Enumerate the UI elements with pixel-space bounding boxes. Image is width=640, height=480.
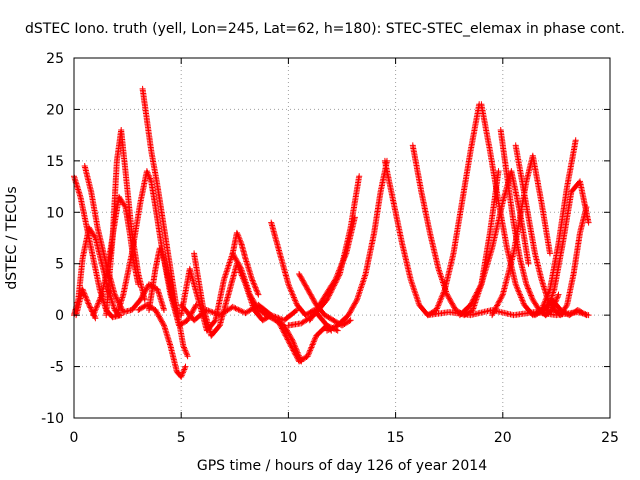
series-17	[296, 271, 354, 329]
series-20-markers	[324, 157, 390, 334]
plot-frame	[73, 57, 611, 419]
series-12-markers	[191, 250, 275, 339]
x-tick-label: 5	[177, 430, 186, 446]
series-27	[489, 152, 553, 319]
series-21-markers	[381, 101, 483, 319]
x-tick-label: 10	[279, 430, 297, 446]
y-tick-label: 5	[55, 257, 64, 273]
y-tick-labels: -10 -5 0 5 10 15 20 25	[41, 51, 64, 427]
series-16-markers	[274, 317, 341, 365]
x-tick-label: 15	[387, 430, 405, 446]
series-20	[324, 157, 390, 334]
series-8	[139, 85, 191, 360]
series-12	[191, 250, 275, 339]
series-13	[178, 301, 300, 324]
y-axis-label: dSTEC / TECUs	[4, 186, 20, 289]
y-tick-label: -5	[50, 360, 64, 376]
series-8-markers	[139, 85, 191, 360]
x-axis-label: GPS time / hours of day 126 of year 2014	[197, 458, 487, 474]
x-tick-label: 0	[70, 430, 79, 446]
series-6-markers	[103, 127, 148, 319]
y-tick-label: -10	[41, 411, 64, 427]
series-19	[306, 214, 358, 324]
series-6	[103, 127, 148, 319]
series-10	[146, 245, 180, 319]
x-tick-labels: 0 5 10 15 20 25	[70, 430, 619, 446]
series-15-markers	[268, 219, 335, 334]
y-tick-label: 10	[46, 205, 64, 221]
data-marks	[71, 85, 592, 380]
series-17-markers	[296, 271, 354, 329]
series-13-markers	[178, 301, 300, 324]
series-30	[424, 307, 592, 319]
x-tick-label: 25	[601, 430, 619, 446]
series-14	[229, 229, 262, 298]
series-30-markers	[424, 307, 592, 319]
series-27-markers	[489, 152, 553, 319]
tick-marks	[73, 57, 611, 419]
series-25	[512, 142, 590, 319]
y-tick-label: 20	[46, 102, 64, 118]
series-10-markers	[146, 245, 180, 319]
series-15	[268, 219, 335, 334]
series-19-markers	[306, 214, 358, 324]
y-tick-label: 15	[46, 154, 64, 170]
series-16	[274, 317, 341, 365]
y-tick-label: 25	[46, 51, 64, 67]
x-tick-label: 20	[494, 430, 512, 446]
series-14-markers	[229, 229, 262, 298]
series-21	[381, 101, 483, 319]
series-25-markers	[512, 142, 590, 319]
y-tick-label: 0	[55, 308, 64, 324]
chart-title: dSTEC Iono. truth (yell, Lon=245, Lat=62…	[25, 21, 625, 37]
